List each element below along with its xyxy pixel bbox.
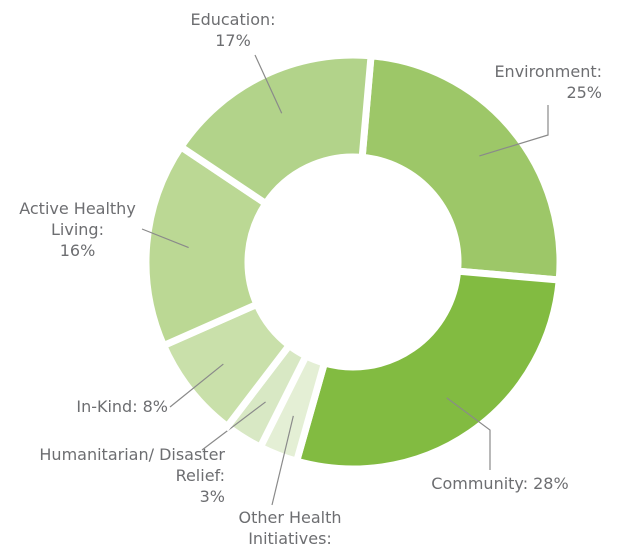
value-label: 8% xyxy=(142,397,168,416)
value-label: 16% xyxy=(59,241,96,260)
category-label: Other Health Initiatives: xyxy=(238,508,342,547)
slice-label: Environment: 25% xyxy=(462,61,602,103)
slice-label: Humanitarian/ Disaster Relief: 3% xyxy=(20,444,225,507)
leader-line xyxy=(169,363,224,408)
value-label: 28% xyxy=(533,474,569,493)
value-label: 17% xyxy=(215,31,251,50)
category-label: In-Kind: xyxy=(76,397,138,416)
category-label: Humanitarian/ Disaster Relief: xyxy=(39,445,225,485)
leader-line xyxy=(254,54,283,114)
leader-line xyxy=(201,401,266,451)
leader-line xyxy=(141,228,189,249)
category-label: Community: xyxy=(431,474,529,493)
donut-slice xyxy=(292,267,564,473)
category-label: Education: xyxy=(190,10,276,29)
value-label: 25% xyxy=(566,83,602,102)
donut-slice xyxy=(142,141,271,351)
slice-label: Other Health Initiatives:3% xyxy=(205,507,375,547)
slice-label: Community: 28% xyxy=(410,473,590,494)
leader-line xyxy=(479,105,549,157)
leader-line xyxy=(271,415,294,506)
category-label: Environment: xyxy=(494,62,602,81)
category-label: Active Healthy Living: xyxy=(19,199,136,239)
value-label: 3% xyxy=(199,487,225,506)
leader-line xyxy=(446,397,491,470)
slice-label: In-Kind: 8% xyxy=(20,396,168,417)
donut-slice xyxy=(358,51,564,284)
slice-label: Education: 17% xyxy=(168,9,298,51)
slice-label: Active Healthy Living: 16% xyxy=(10,198,145,261)
donut-slice xyxy=(176,51,375,209)
